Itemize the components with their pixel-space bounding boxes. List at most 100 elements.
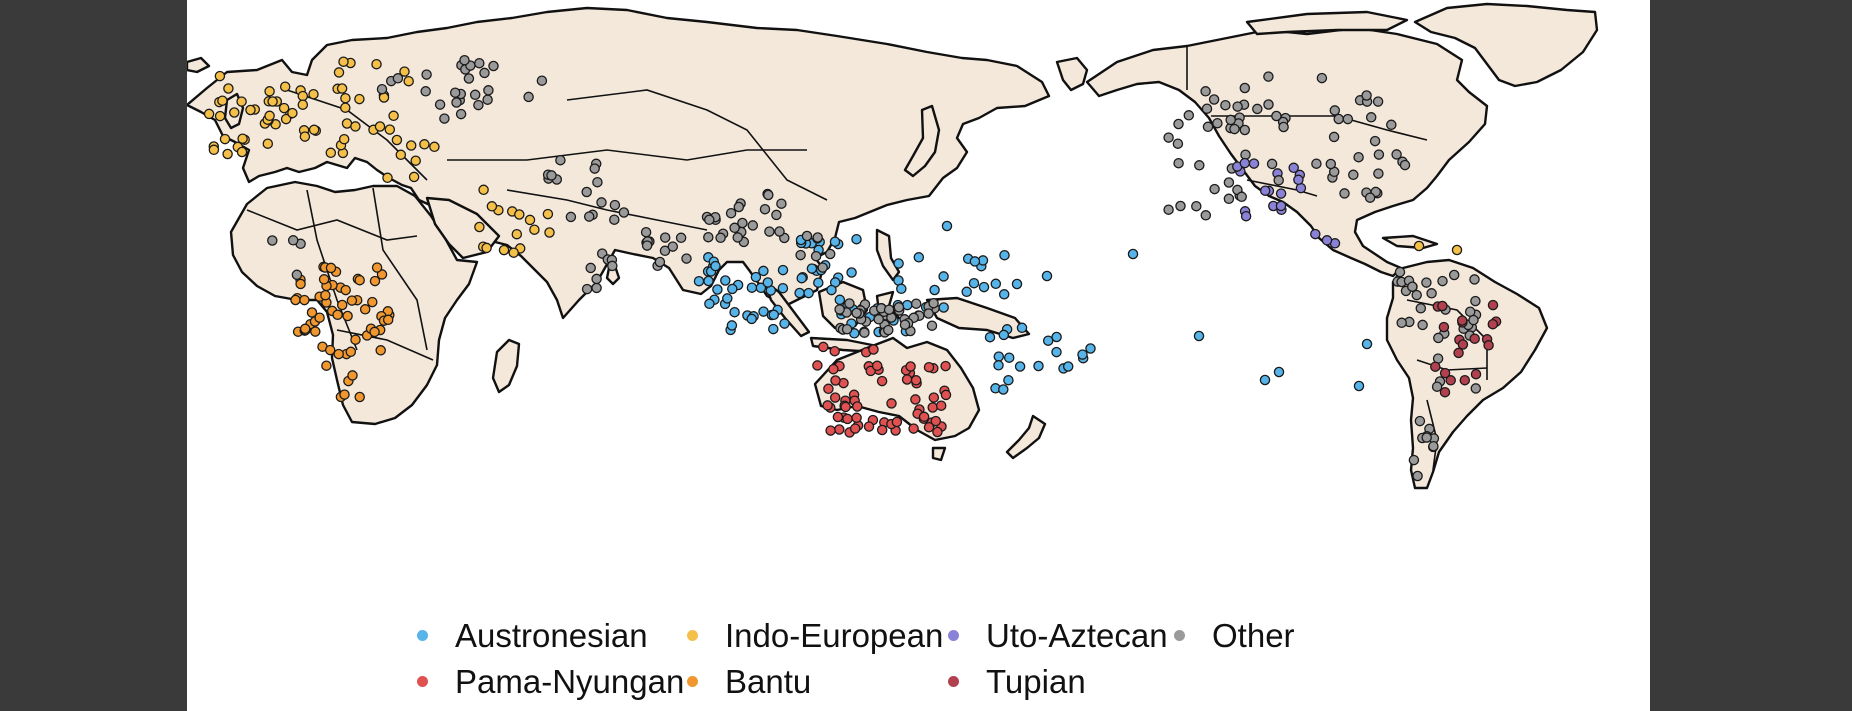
language-point-bantu — [367, 296, 378, 308]
language-point-indo-european — [354, 93, 365, 105]
language-point-bantu — [382, 314, 394, 326]
language-point-pama-nyungan — [891, 416, 903, 428]
legend-dot-uto-aztecan — [948, 630, 959, 641]
legend-dot-bantu — [687, 676, 698, 687]
language-point-other — [589, 163, 600, 174]
language-point-pama-nyungan — [828, 363, 839, 375]
language-point-indo-european — [278, 102, 290, 114]
language-point-other — [1252, 103, 1263, 115]
language-point-other — [1328, 131, 1340, 143]
language-point-other — [287, 235, 299, 246]
language-point-uto-aztecan — [1288, 162, 1299, 174]
language-point-other — [1263, 71, 1274, 82]
language-point-uto-aztecan — [1293, 174, 1304, 186]
language-point-other — [1394, 266, 1406, 278]
language-point-other — [1191, 200, 1202, 212]
language-point-austronesian — [768, 323, 779, 335]
language-point-other — [812, 232, 823, 243]
language-point-other — [883, 324, 894, 336]
language-point-indo-european — [203, 108, 215, 120]
language-point-other — [1263, 99, 1274, 110]
language-point-other — [899, 319, 911, 330]
language-point-austronesian — [1085, 343, 1096, 354]
language-point-other — [801, 230, 813, 242]
language-point-bantu — [369, 275, 381, 287]
language-point-austronesian — [1003, 352, 1015, 363]
language-point-other — [795, 249, 806, 261]
language-point-other — [1372, 96, 1384, 107]
language-point-indo-european — [474, 221, 485, 233]
language-point-austronesian — [1193, 330, 1205, 342]
language-point-pama-nyungan — [886, 398, 897, 409]
language-point-other — [1412, 470, 1423, 482]
language-point-indo-european — [350, 121, 361, 132]
language-point-austronesian — [712, 284, 723, 295]
border-asia-3 — [506, 189, 708, 231]
language-point-tupian — [1459, 374, 1471, 386]
language-point-other — [641, 240, 653, 251]
language-point-austronesian — [746, 313, 757, 325]
language-point-austronesian — [762, 277, 774, 288]
language-point-tupian — [1438, 321, 1450, 333]
language-point-austronesian — [803, 287, 814, 299]
language-point-bantu — [346, 295, 358, 306]
language-point-austronesian — [1259, 374, 1271, 386]
language-point-other — [1470, 295, 1481, 307]
language-point-bantu — [295, 278, 306, 290]
language-point-indo-european — [514, 209, 525, 220]
language-point-uto-aztecan — [1275, 188, 1287, 199]
language-point-other — [1200, 210, 1212, 221]
language-point-pama-nyungan — [876, 375, 888, 387]
language-point-other — [473, 99, 484, 111]
language-point-bantu — [350, 334, 361, 345]
landmass-new-zealand — [1005, 414, 1047, 460]
language-point-indo-european — [508, 247, 519, 258]
language-point-austronesian — [993, 351, 1005, 362]
language-point-austronesian — [1051, 331, 1062, 343]
language-point-indo-european — [384, 124, 396, 135]
language-point-other — [1172, 138, 1184, 149]
legend-label-tupian: Tupian — [986, 663, 1086, 700]
language-point-other — [592, 176, 603, 188]
language-point-austronesian — [998, 289, 1010, 300]
language-point-other — [883, 304, 895, 315]
language-point-indo-european — [391, 134, 403, 146]
language-point-other — [1209, 183, 1220, 195]
language-point-other — [817, 262, 828, 273]
language-point-pama-nyungan — [863, 421, 875, 432]
language-point-bantu — [290, 294, 301, 306]
language-point-indo-european — [208, 144, 220, 156]
language-point-tupian — [1483, 340, 1494, 351]
language-point-other — [1225, 114, 1236, 126]
language-point-other — [392, 73, 404, 84]
language-point-other — [729, 222, 740, 234]
language-point-tupian — [1457, 339, 1469, 350]
language-point-other — [609, 199, 621, 211]
language-point-other — [1407, 281, 1418, 292]
language-point-indo-european — [264, 110, 275, 122]
language-point-indo-european — [279, 81, 291, 92]
landmass-cuba — [1381, 234, 1439, 250]
language-point-pama-nyungan — [830, 375, 841, 386]
language-point-indo-european — [229, 107, 240, 118]
language-point-bantu — [371, 262, 383, 273]
language-point-austronesian — [693, 275, 705, 287]
language-point-other — [565, 211, 577, 223]
language-point-other — [583, 211, 595, 222]
language-point-other — [1399, 159, 1411, 171]
language-point-other — [420, 86, 431, 97]
language-point-tupian — [1469, 333, 1480, 344]
language-point-pama-nyungan — [868, 344, 879, 355]
language-point-other — [1428, 440, 1439, 452]
language-point-other — [759, 203, 771, 215]
language-point-indo-european — [544, 227, 555, 238]
language-point-other — [928, 297, 939, 309]
language-point-other — [1212, 117, 1223, 129]
language-point-other — [1201, 103, 1213, 114]
language-point-other — [834, 304, 845, 315]
language-point-other — [1202, 121, 1214, 133]
language-point-uto-aztecan — [1248, 158, 1260, 169]
language-point-austronesian — [794, 287, 805, 299]
language-point-other — [469, 89, 481, 101]
landmass-sumatra — [763, 280, 811, 338]
